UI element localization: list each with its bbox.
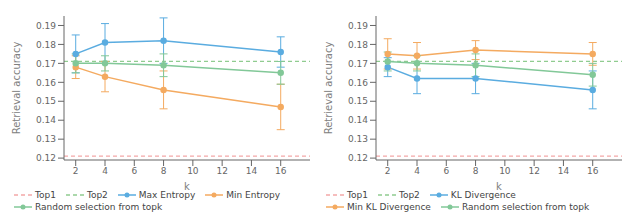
svg-text:16: 16 xyxy=(275,166,287,176)
svg-text:0.14: 0.14 xyxy=(348,115,368,125)
svg-text:2: 2 xyxy=(385,166,391,176)
svg-text:10: 10 xyxy=(187,166,199,176)
svg-text:4: 4 xyxy=(102,166,108,176)
svg-text:14: 14 xyxy=(246,166,258,176)
svg-text:4: 4 xyxy=(414,166,420,176)
svg-text:0.16: 0.16 xyxy=(36,78,56,88)
svg-text:0.12: 0.12 xyxy=(36,153,56,163)
svg-text:6: 6 xyxy=(443,166,449,176)
svg-text:0.15: 0.15 xyxy=(36,96,56,106)
html-text:Top2: Top2 xyxy=(86,190,108,200)
html-text:Top2: Top2 xyxy=(398,190,420,200)
svg-text:0.13: 0.13 xyxy=(36,134,56,144)
html-text:Max Entropy: Max Entropy xyxy=(138,190,196,200)
html-text:Random selection from topk: Random selection from topk xyxy=(35,202,163,212)
html-text:Min KL Divergence: Min KL Divergence xyxy=(347,202,431,212)
html-text:Random selection from topk: Random selection from topk xyxy=(461,202,590,212)
svg-text:8: 8 xyxy=(473,166,479,176)
svg-text:0.17: 0.17 xyxy=(36,59,56,69)
svg-text:0.15: 0.15 xyxy=(348,96,368,106)
svg-text:0.19: 0.19 xyxy=(348,21,368,31)
svg-text:0.16: 0.16 xyxy=(348,78,368,88)
svg-text:2: 2 xyxy=(73,166,79,176)
svg-text:0.12: 0.12 xyxy=(348,153,368,163)
svg-text:8: 8 xyxy=(161,166,167,176)
svg-text:10: 10 xyxy=(499,166,511,176)
svg-text:0.13: 0.13 xyxy=(348,134,368,144)
svg-text:0.18: 0.18 xyxy=(348,40,368,50)
svg-text:Retrieval accuracy: Retrieval accuracy xyxy=(11,42,22,135)
html-text:Top1: Top1 xyxy=(35,190,56,200)
svg-text:k: k xyxy=(496,181,502,192)
html-text:Min Entropy: Min Entropy xyxy=(226,190,281,200)
html-text:KL Divergence: KL Divergence xyxy=(450,190,516,200)
svg-text:k: k xyxy=(184,181,190,192)
svg-text:16: 16 xyxy=(587,166,599,176)
svg-text:0.19: 0.19 xyxy=(36,21,56,31)
svg-text:14: 14 xyxy=(558,166,570,176)
svg-text:6: 6 xyxy=(131,166,137,176)
svg-text:12: 12 xyxy=(216,166,227,176)
svg-text:Retrieval accuracy: Retrieval accuracy xyxy=(323,42,334,135)
svg-text:12: 12 xyxy=(528,166,539,176)
svg-text:0.17: 0.17 xyxy=(348,59,368,69)
svg-text:0.14: 0.14 xyxy=(36,115,56,125)
html-text:Top1: Top1 xyxy=(347,190,368,200)
svg-text:0.18: 0.18 xyxy=(36,40,56,50)
